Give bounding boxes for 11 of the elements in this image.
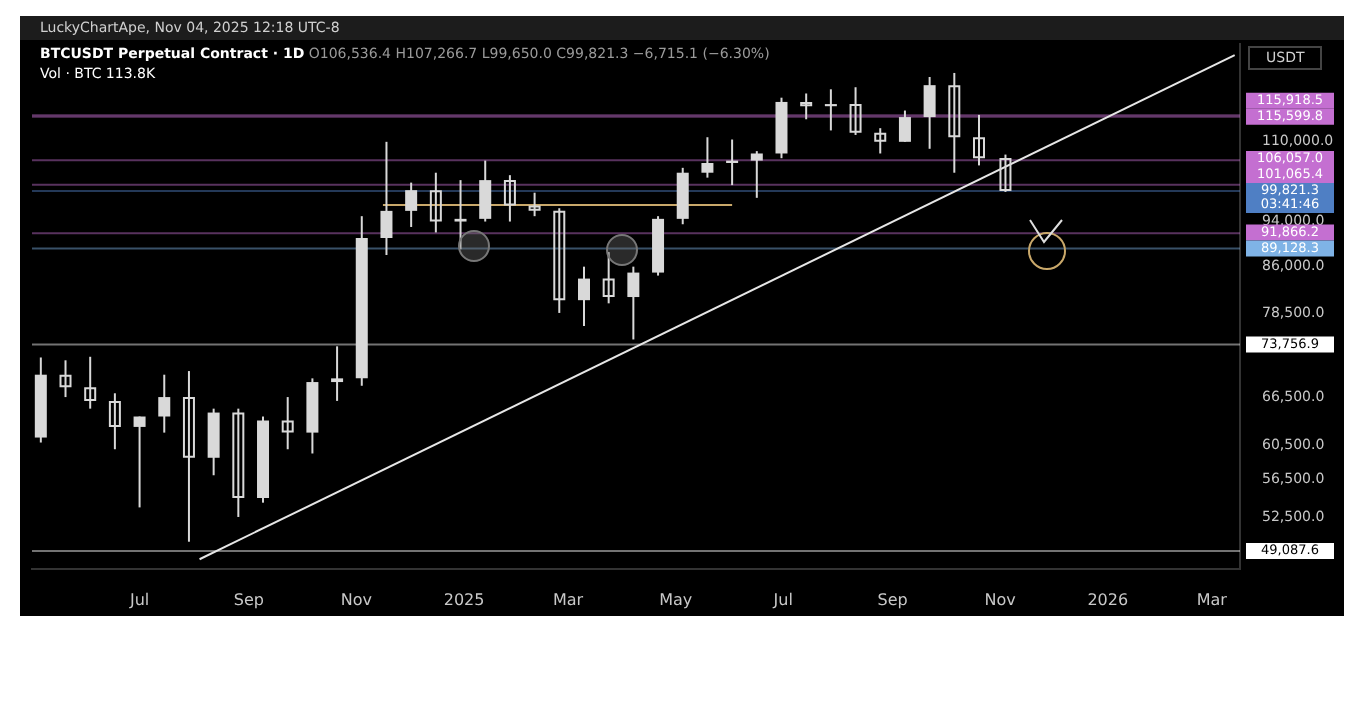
x-tick-label: 2025 <box>443 590 485 609</box>
x-tick-label: Sep <box>233 590 264 609</box>
x-tick-label: Mar <box>553 590 585 609</box>
x-tick-label: Sep <box>877 590 908 609</box>
x-tick-label: May <box>659 590 693 609</box>
x-tick-label: Jul <box>771 590 793 609</box>
x-tick-label: Mar <box>1196 590 1229 609</box>
x-tick-label: Nov <box>984 590 1017 609</box>
x-tick-label: Jul <box>127 590 150 609</box>
x-tick-label: Nov <box>340 590 373 609</box>
x-tick-label: 2026 <box>1087 590 1129 609</box>
